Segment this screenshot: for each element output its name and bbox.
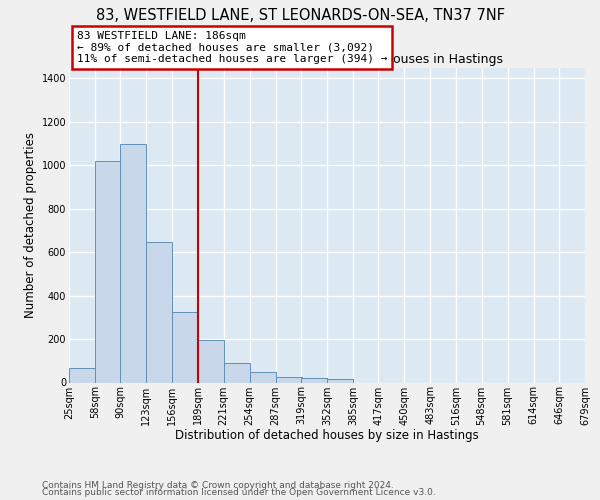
Y-axis label: Number of detached properties: Number of detached properties <box>25 132 37 318</box>
Bar <box>301 378 327 382</box>
Bar <box>146 242 172 382</box>
Text: 83, WESTFIELD LANE, ST LEONARDS-ON-SEA, TN37 7NF: 83, WESTFIELD LANE, ST LEONARDS-ON-SEA, … <box>95 8 505 22</box>
Text: 83 WESTFIELD LANE: 186sqm
← 89% of detached houses are smaller (3,092)
11% of se: 83 WESTFIELD LANE: 186sqm ← 89% of detac… <box>77 31 387 64</box>
Bar <box>69 368 95 382</box>
Bar <box>327 379 353 382</box>
Bar <box>172 312 199 382</box>
Bar <box>120 144 146 382</box>
Text: Contains HM Land Registry data © Crown copyright and database right 2024.: Contains HM Land Registry data © Crown c… <box>42 480 394 490</box>
Bar <box>250 372 276 382</box>
Bar <box>95 161 121 382</box>
Title: Size of property relative to detached houses in Hastings: Size of property relative to detached ho… <box>151 54 503 66</box>
X-axis label: Distribution of detached houses by size in Hastings: Distribution of detached houses by size … <box>175 429 479 442</box>
Bar <box>276 377 302 382</box>
Bar <box>224 363 250 382</box>
Bar <box>199 340 224 382</box>
Text: Contains public sector information licensed under the Open Government Licence v3: Contains public sector information licen… <box>42 488 436 497</box>
